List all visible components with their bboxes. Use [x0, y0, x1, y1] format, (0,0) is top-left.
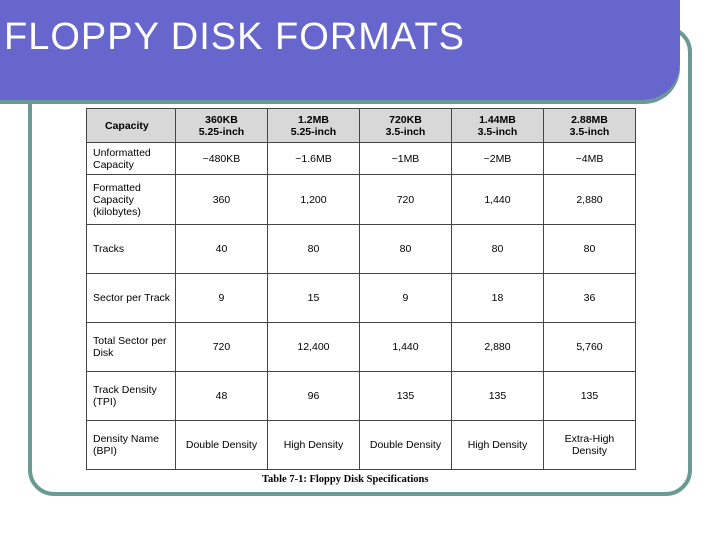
column-header: 1.2MB 5.25-inch [266, 108, 360, 143]
column-form: 3.5-inch [569, 125, 610, 138]
table-cell: High Density [450, 420, 544, 470]
column-header: 1.44MB 3.5-inch [450, 108, 544, 143]
floppy-specs-table: Capacity 360KB 5.25-inch 1.2MB 5.25-inch 7… [86, 108, 637, 470]
table-cell: 9 [174, 273, 268, 323]
table-row: Sector per Track 9 15 9 18 36 [86, 273, 637, 323]
table-cell: 135 [542, 371, 637, 421]
table-cell: 48 [174, 371, 268, 421]
column-size: 1.44MB [479, 113, 516, 126]
table-cell: 15 [266, 273, 360, 323]
table-cell: 1,440 [358, 322, 452, 372]
header-capacity: Capacity [86, 108, 176, 143]
table-cell: 720 [174, 322, 268, 372]
table-image: Capacity 360KB 5.25-inch 1.2MB 5.25-inch 7… [86, 108, 642, 486]
table-cell: ~480KB [174, 142, 268, 175]
table-cell: 9 [358, 273, 452, 323]
table-cell: 360 [174, 174, 268, 225]
table-cell: 36 [542, 273, 637, 323]
column-size: 720KB [389, 113, 422, 126]
table-cell: 80 [450, 224, 544, 274]
table-header-row: Capacity 360KB 5.25-inch 1.2MB 5.25-inch 7… [86, 108, 637, 143]
table-cell: ~1MB [358, 142, 452, 175]
row-label: Sector per Track [86, 273, 176, 323]
row-label: Unformatted Capacity [86, 142, 176, 175]
table-cell: ~1.6MB [266, 142, 360, 175]
table-cell: Double Density [174, 420, 268, 470]
table-cell: 2,880 [542, 174, 637, 225]
table-cell: 1,440 [450, 174, 544, 225]
table-row: Density Name (BPI) Double Density High D… [86, 420, 637, 470]
table-cell: High Density [266, 420, 360, 470]
table-row: Tracks 40 80 80 80 80 [86, 224, 637, 274]
table-row: Total Sector per Disk 720 12,400 1,440 2… [86, 322, 637, 372]
table-cell: 80 [266, 224, 360, 274]
table-cell: ~2MB [450, 142, 544, 175]
column-size: 2.88MB [571, 113, 608, 126]
row-label: Total Sector per Disk [86, 322, 176, 372]
title-band: FLOPPY DISK FORMATS [0, 0, 680, 100]
column-header: 360KB 5.25-inch [174, 108, 268, 143]
row-label: Density Name (BPI) [86, 420, 176, 470]
table-row: Unformatted Capacity ~480KB ~1.6MB ~1MB … [86, 142, 637, 175]
row-label: Track Density (TPI) [86, 371, 176, 421]
table-cell: 40 [174, 224, 268, 274]
table-cell: 80 [542, 224, 637, 274]
table-cell: 135 [450, 371, 544, 421]
column-form: 3.5-inch [477, 125, 518, 138]
table-cell: 135 [358, 371, 452, 421]
row-label: Formatted Capacity (kilobytes) [86, 174, 176, 225]
table-cell: 80 [358, 224, 452, 274]
column-form: 5.25-inch [290, 125, 337, 138]
column-size: 360KB [205, 113, 238, 126]
row-label: Tracks [86, 224, 176, 274]
table-cell: 96 [266, 371, 360, 421]
table-cell: 5,760 [542, 322, 637, 372]
table-caption: Table 7-1: Floppy Disk Specifications [262, 474, 429, 485]
column-header: 2.88MB 3.5-inch [542, 108, 637, 143]
table-cell: 2,880 [450, 322, 544, 372]
table-row: Formatted Capacity (kilobytes) 360 1,200… [86, 174, 637, 225]
table-cell: 720 [358, 174, 452, 225]
table-cell: 18 [450, 273, 544, 323]
table-cell: 1,200 [266, 174, 360, 225]
column-header: 720KB 3.5-inch [358, 108, 452, 143]
column-form: 5.25-inch [198, 125, 245, 138]
table-row: Track Density (TPI) 48 96 135 135 135 [86, 371, 637, 421]
column-size: 1.2MB [298, 113, 329, 126]
table-cell: ~4MB [542, 142, 637, 175]
slide-title: FLOPPY DISK FORMATS [4, 16, 466, 58]
table-cell: 12,400 [266, 322, 360, 372]
table-cell: Extra-High Density [542, 420, 637, 470]
column-form: 3.5-inch [385, 125, 426, 138]
table-cell: Double Density [358, 420, 452, 470]
